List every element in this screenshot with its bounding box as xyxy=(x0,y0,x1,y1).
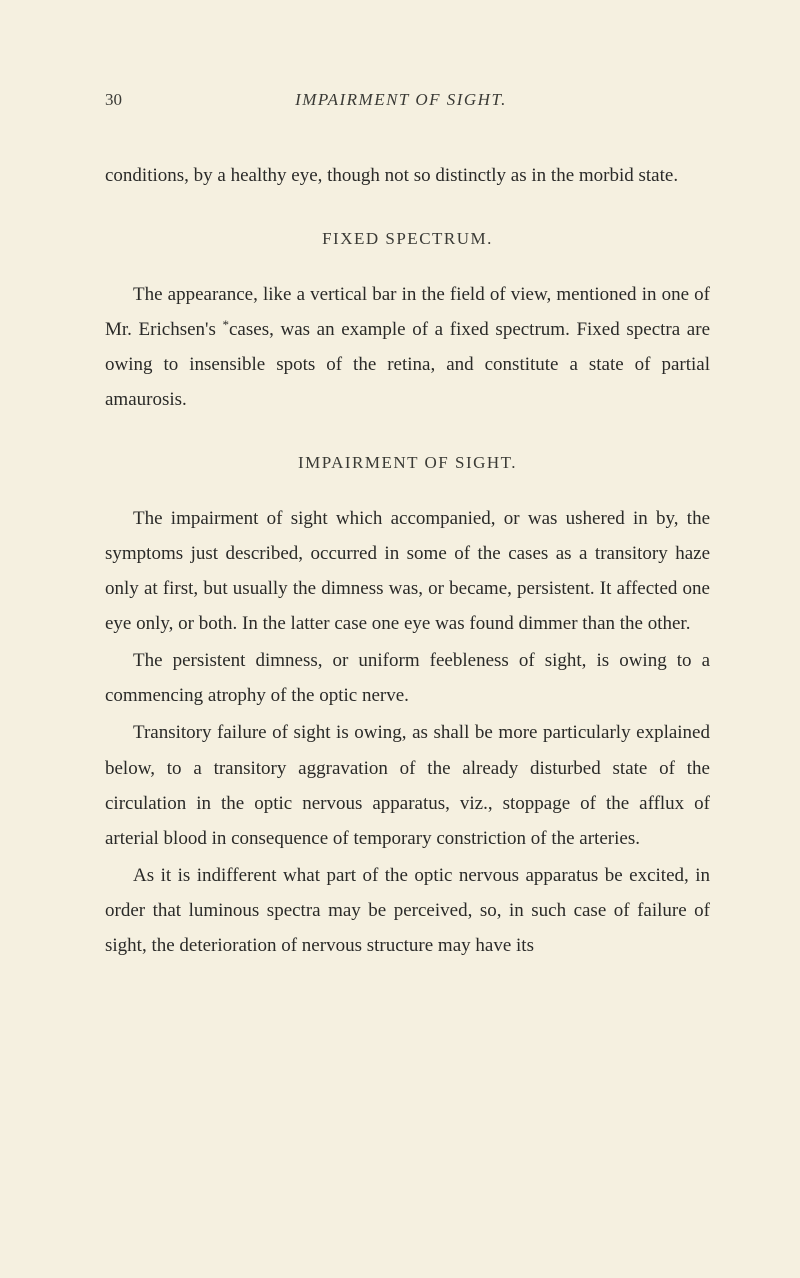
paragraph-4: The persistent dimness, or uniform feebl… xyxy=(105,643,710,713)
page-body: conditions, by a healthy eye, though not… xyxy=(105,158,710,963)
paragraph-2: The appearance, like a vertical bar in t… xyxy=(105,277,710,418)
page-header: 30 IMPAIRMENT OF SIGHT. xyxy=(105,90,710,110)
paragraph-6: As it is indifferent what part of the op… xyxy=(105,858,710,963)
paragraph-5: Transitory failure of sight is owing, as… xyxy=(105,715,710,856)
section-heading-impairment: IMPAIRMENT OF SIGHT. xyxy=(105,447,710,478)
footnote-marker: * xyxy=(223,317,230,332)
page-number: 30 xyxy=(105,90,122,110)
paragraph-3: The impairment of sight which accompanie… xyxy=(105,501,710,642)
running-title: IMPAIRMENT OF SIGHT. xyxy=(122,90,710,110)
section-heading-fixed-spectrum: FIXED SPECTRUM. xyxy=(105,223,710,254)
paragraph-1: conditions, by a healthy eye, though not… xyxy=(105,158,710,193)
